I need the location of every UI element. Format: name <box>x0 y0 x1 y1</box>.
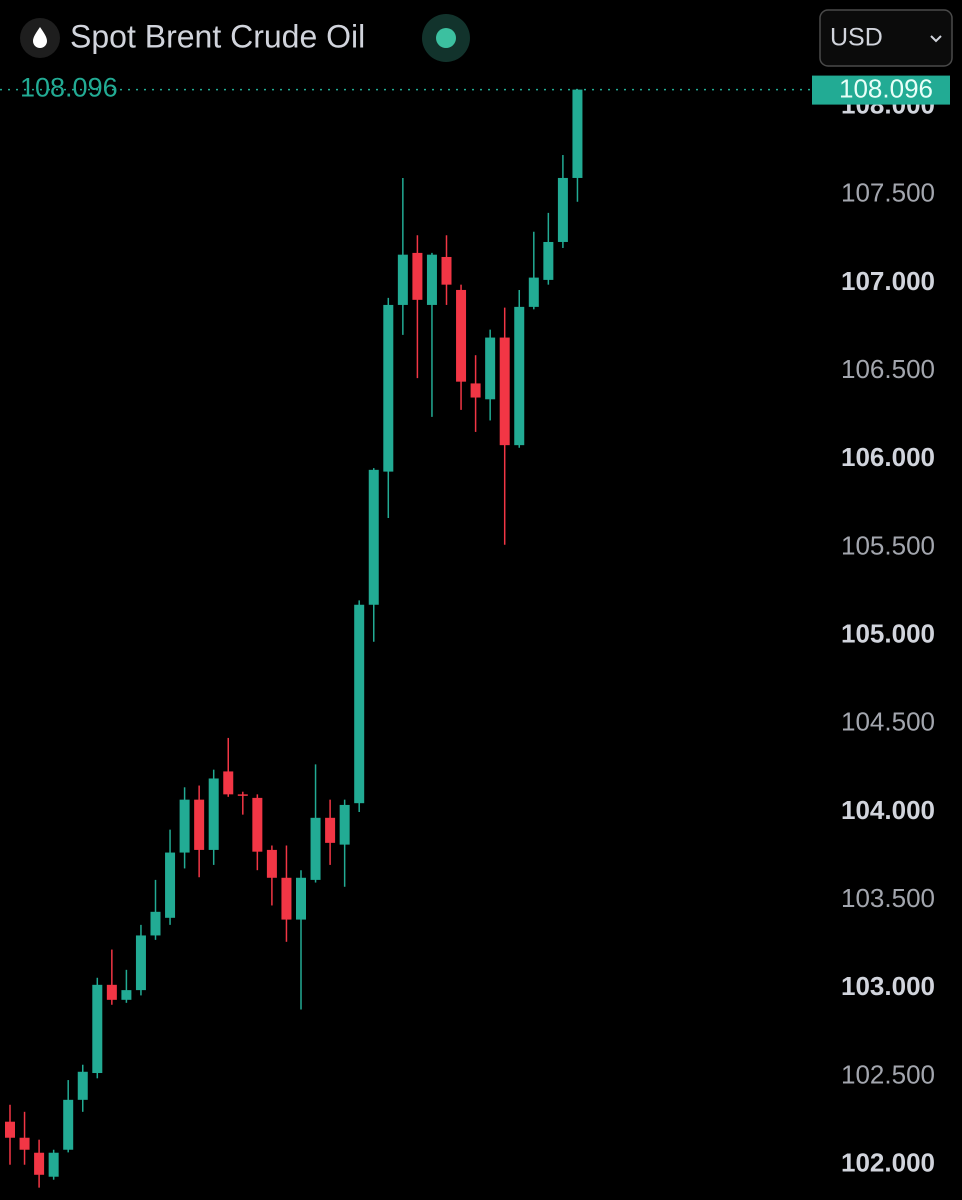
currency-label[interactable]: USD <box>830 24 883 52</box>
candle-body <box>194 799 205 850</box>
candle-body <box>397 254 408 305</box>
candle-body <box>34 1152 45 1175</box>
status-dot <box>436 28 456 48</box>
candle-body <box>77 1071 88 1100</box>
chevron <box>930 35 942 43</box>
candle-body <box>252 797 263 852</box>
candle-body <box>48 1152 59 1177</box>
drop-icon <box>33 27 47 48</box>
y-tick-label: 107.000 <box>841 266 935 296</box>
candle-body <box>368 469 379 605</box>
candle-body <box>485 337 496 400</box>
candle-body <box>5 1121 15 1138</box>
last-price-left-label: 108.096 <box>20 73 118 103</box>
candle-body <box>237 794 248 796</box>
candle-body <box>354 604 365 804</box>
candle-body <box>296 877 306 920</box>
y-tick-label: 105.000 <box>841 619 935 649</box>
y-tick-label: 104.500 <box>841 707 935 737</box>
candle-body <box>63 1099 74 1150</box>
y-tick-label: 107.500 <box>841 178 935 208</box>
candle-body <box>310 817 321 880</box>
candle-body <box>572 89 583 178</box>
y-tick-label: 106.500 <box>841 354 935 384</box>
currency-select[interactable]: USD <box>819 9 953 67</box>
candle-body <box>281 877 292 920</box>
candle-body <box>557 177 568 242</box>
candle-body <box>441 256 452 285</box>
y-tick-label: 102.000 <box>841 1148 935 1178</box>
y-tick-label: 106.000 <box>841 442 935 472</box>
candle-body <box>150 911 161 936</box>
candle-body <box>339 804 350 845</box>
candle-body <box>121 990 132 1000</box>
candle-body <box>456 289 467 382</box>
candle-body <box>412 252 423 300</box>
candle-body <box>19 1137 30 1150</box>
y-tick-label: 102.500 <box>841 1059 935 1089</box>
y-tick-label: 103.000 <box>841 971 935 1001</box>
candle-body <box>543 241 554 280</box>
y-tick-label: 103.500 <box>841 883 935 913</box>
candle-body <box>165 852 176 918</box>
candle-body <box>223 771 234 795</box>
candle-body <box>514 306 525 446</box>
chart-title: Spot Brent Crude Oil <box>70 18 365 54</box>
candle-body <box>325 817 336 843</box>
candle-body <box>499 337 510 446</box>
candle-body <box>106 984 117 1000</box>
select-box[interactable] <box>819 9 953 67</box>
candle-body <box>208 778 219 850</box>
y-tick-label: 104.000 <box>841 795 935 825</box>
candle-body <box>266 849 277 878</box>
y-tick-label: 105.500 <box>841 530 935 560</box>
candle-body <box>179 799 190 853</box>
candle-body <box>426 254 437 305</box>
plot-area <box>5 89 583 1188</box>
last-price-badge-label: 108.096 <box>839 73 933 103</box>
candle-body <box>528 277 539 307</box>
candle-body <box>92 984 103 1074</box>
candle-body <box>135 935 146 991</box>
candle-body <box>383 304 394 472</box>
candle-body <box>470 383 481 398</box>
last-price-badge <box>812 75 950 105</box>
